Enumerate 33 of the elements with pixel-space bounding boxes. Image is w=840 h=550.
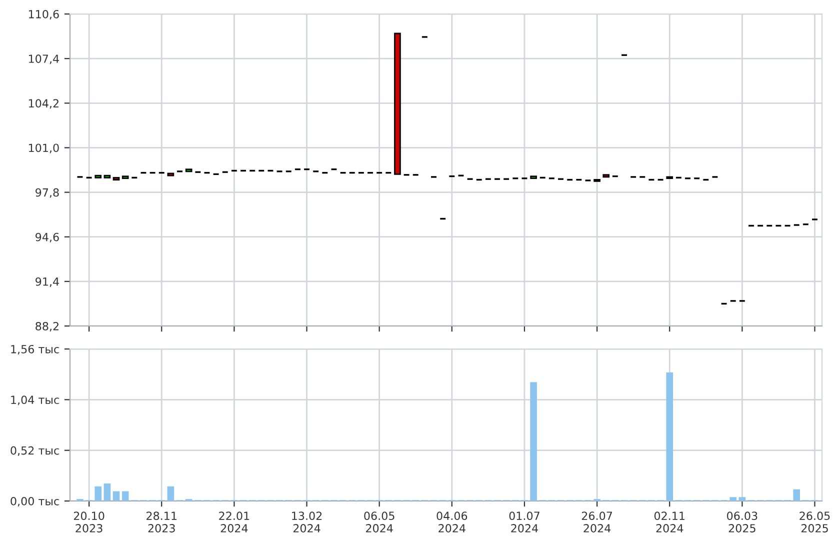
bar	[104, 483, 111, 501]
bar	[530, 382, 537, 501]
bar	[122, 491, 129, 501]
bar	[112, 491, 120, 501]
y-tick-label: 94,6	[36, 232, 59, 242]
y-tick-label: 1,04 тыс	[11, 396, 59, 406]
x-tick-label: 20.10 2023	[74, 512, 104, 532]
bar	[793, 489, 800, 501]
x-tick-label: 28.11 2023	[146, 512, 176, 532]
bar	[666, 372, 674, 501]
x-tick-label: 26.07 2024	[582, 512, 612, 532]
y-tick-label: 1,56 тыс	[11, 344, 59, 355]
bar	[730, 497, 737, 501]
y-tick-label: 0,00 тыс	[10, 496, 59, 507]
y-tick-label: 107,4	[28, 54, 59, 64]
y-tick-label: 91,4	[36, 277, 59, 287]
y-tick-label: 104,2	[28, 99, 58, 109]
x-tick-label: 22.01 2024	[219, 512, 250, 532]
bar	[738, 497, 746, 501]
y-tick-label: 97,8	[36, 188, 59, 198]
x-tick-label: 06.05 2024	[364, 512, 394, 532]
x-tick-label: 06.03 2025	[727, 512, 758, 532]
y-tick-label: 101,0	[28, 144, 59, 154]
x-tick-label: 13.02 2024	[292, 512, 322, 532]
x-tick-label: 26.05 2025	[800, 512, 830, 532]
x-tick-label: 02.11 2024	[654, 512, 684, 532]
y-tick-label: 0,52 тыс	[10, 446, 59, 456]
y-tick-label: 110,6	[28, 10, 59, 20]
x-tick-label: 04.06 2024	[436, 512, 468, 532]
bar	[94, 486, 102, 501]
bar	[167, 486, 174, 501]
x-tick-label: 01.07 2024	[509, 512, 540, 532]
y-tick-label: 88,2	[36, 322, 58, 332]
